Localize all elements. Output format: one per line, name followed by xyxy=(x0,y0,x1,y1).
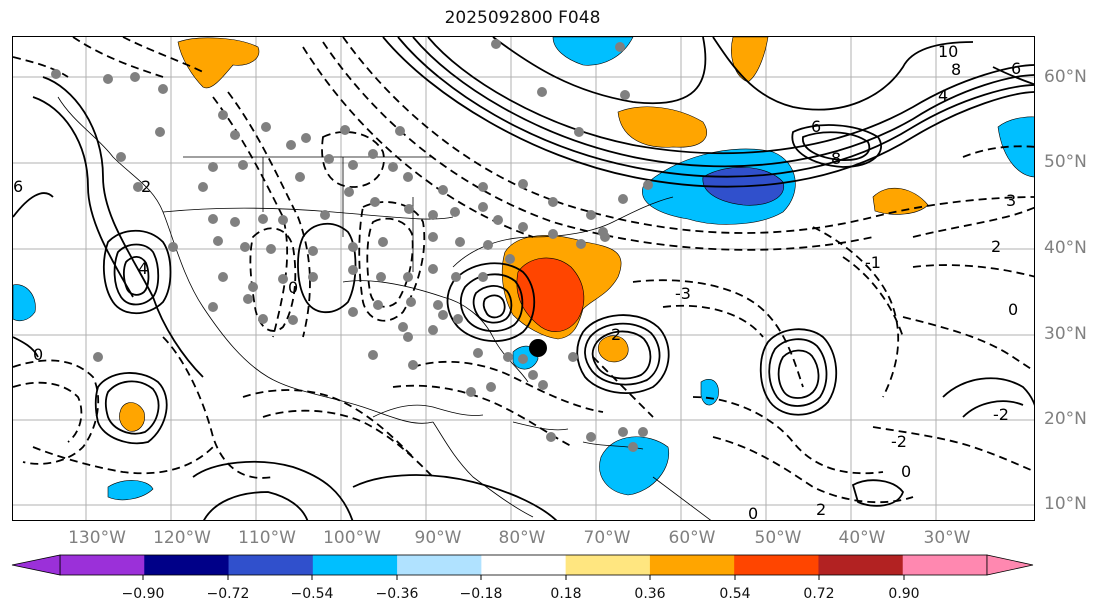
contour-label: 10 xyxy=(938,42,958,61)
colorbar-bins xyxy=(59,554,988,576)
warm-anomaly-north-2 xyxy=(617,106,708,148)
contour-label: 0 xyxy=(33,345,43,364)
colorbar-label: −0.90 xyxy=(121,586,165,602)
storm-center-marker xyxy=(529,339,547,357)
contour-labels: 10 8 6 4 6 8 3 2 0 -1 -3 2 0 -2 0 2 -2 0… xyxy=(13,42,1021,521)
colorbar-label: 0.18 xyxy=(550,586,582,602)
cold-anomaly-north xyxy=(552,37,634,66)
lon-label-60w: 60°W xyxy=(668,528,716,548)
map-canvas: 10 8 6 4 6 8 3 2 0 -1 -3 2 0 -2 0 2 -2 0… xyxy=(13,37,1034,521)
contour-label: -3 xyxy=(675,284,691,303)
lat-label-20n: 20°N xyxy=(1044,409,1087,429)
contour-label: 3 xyxy=(1006,191,1016,210)
station-dots xyxy=(51,39,653,452)
colorbar-label: −0.54 xyxy=(290,586,334,602)
warm-anomaly-pacific-low xyxy=(119,402,145,432)
lat-label-60n: 60°N xyxy=(1044,67,1087,87)
colorbar-label: −0.18 xyxy=(459,586,503,602)
contour-label: 6 xyxy=(811,117,821,136)
contour-label: 2 xyxy=(816,500,826,519)
colorbar-label: 0.90 xyxy=(888,586,920,602)
contour-label: 4 xyxy=(938,86,948,105)
colorbar-bin xyxy=(902,555,988,575)
colorbar-ticks xyxy=(142,575,905,580)
colorbar-bin xyxy=(565,555,651,575)
contour-label: 6 xyxy=(1011,59,1021,78)
warm-anomaly-north-3 xyxy=(731,37,769,83)
contour-label: -1 xyxy=(865,253,881,272)
contour-label: 4 xyxy=(138,259,148,278)
colorbar-bin xyxy=(60,555,145,575)
plot-title: 2025092800 F048 xyxy=(444,8,601,28)
lon-label-100w: 100°W xyxy=(323,528,381,548)
contour-label: -2 xyxy=(993,405,1009,424)
colorbar-label: −0.72 xyxy=(206,586,250,602)
cold-anomaly-west-edge xyxy=(13,284,36,322)
shaded-anomalies xyxy=(13,37,1034,501)
solid-contours xyxy=(13,37,1034,520)
cold-anomaly-caribbean xyxy=(599,436,670,496)
colorbar-border xyxy=(59,554,988,576)
lon-label-40w: 40°W xyxy=(838,528,886,548)
lon-label-120w: 120°W xyxy=(153,528,211,548)
colorbar-bin xyxy=(144,555,230,575)
lon-label-130w: 130°W xyxy=(68,528,126,548)
contour-label: 0 xyxy=(288,278,298,297)
warm-anomaly-north-1 xyxy=(177,37,260,89)
lon-label-80w: 80°W xyxy=(498,528,546,548)
contour-label: -2 xyxy=(891,432,907,451)
colorbar-bin xyxy=(734,555,819,575)
colorbar-label: −0.36 xyxy=(375,586,419,602)
lat-label-50n: 50°N xyxy=(1044,152,1087,172)
colorbar-over-arrow xyxy=(986,554,1034,576)
lon-label-90w: 90°W xyxy=(414,528,462,548)
colorbar-bin xyxy=(397,555,482,575)
contour-label: 8 xyxy=(831,149,841,168)
colorbar-bin xyxy=(818,555,904,575)
contour-label: 0 xyxy=(748,504,758,521)
colorbar-bin xyxy=(228,555,314,575)
contour-label: 8 xyxy=(951,60,961,79)
lon-label-30w: 30°W xyxy=(923,528,971,548)
colorbar-under-arrow xyxy=(11,554,61,576)
colorbar-label: 0.36 xyxy=(634,586,666,602)
warm-anomaly-atlantic-low xyxy=(597,335,629,363)
contour-label: 2 xyxy=(991,237,1001,256)
contour-label: 2 xyxy=(141,177,151,196)
warm-anomaly-east xyxy=(872,187,929,215)
lon-label-110w: 110°W xyxy=(238,528,296,548)
contour-label: 0 xyxy=(1008,300,1018,319)
lat-label-30n: 30°N xyxy=(1044,324,1087,344)
cold-anomaly-mid-atlantic xyxy=(700,378,719,406)
contour-label: 6 xyxy=(13,177,23,196)
contour-label: 2 xyxy=(611,325,621,344)
colorbar-label: 0.72 xyxy=(803,586,835,602)
colorbar-bin xyxy=(649,555,735,575)
colorbar-bin xyxy=(481,555,567,575)
lon-label-70w: 70°W xyxy=(583,528,631,548)
dashed-contours xyxy=(13,37,1034,504)
colorbar-bin xyxy=(312,555,398,575)
cold-anomaly-pacific xyxy=(107,480,154,501)
map-panel: 10 8 6 4 6 8 3 2 0 -1 -3 2 0 -2 0 2 -2 0… xyxy=(12,36,1035,521)
lon-label-50w: 50°W xyxy=(754,528,802,548)
colorbar-label: 0.54 xyxy=(719,586,751,602)
contour-label: 0 xyxy=(901,462,911,481)
lat-label-40n: 40°N xyxy=(1044,238,1087,258)
lat-label-10n: 10°N xyxy=(1044,494,1087,514)
